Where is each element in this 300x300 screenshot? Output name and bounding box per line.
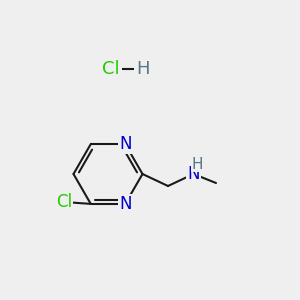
Text: N: N bbox=[119, 195, 131, 213]
Text: Cl: Cl bbox=[102, 60, 120, 78]
Text: N: N bbox=[187, 165, 200, 183]
Text: H: H bbox=[136, 60, 149, 78]
Text: H: H bbox=[192, 157, 203, 172]
Text: Cl: Cl bbox=[56, 194, 72, 211]
Text: N: N bbox=[119, 135, 131, 153]
